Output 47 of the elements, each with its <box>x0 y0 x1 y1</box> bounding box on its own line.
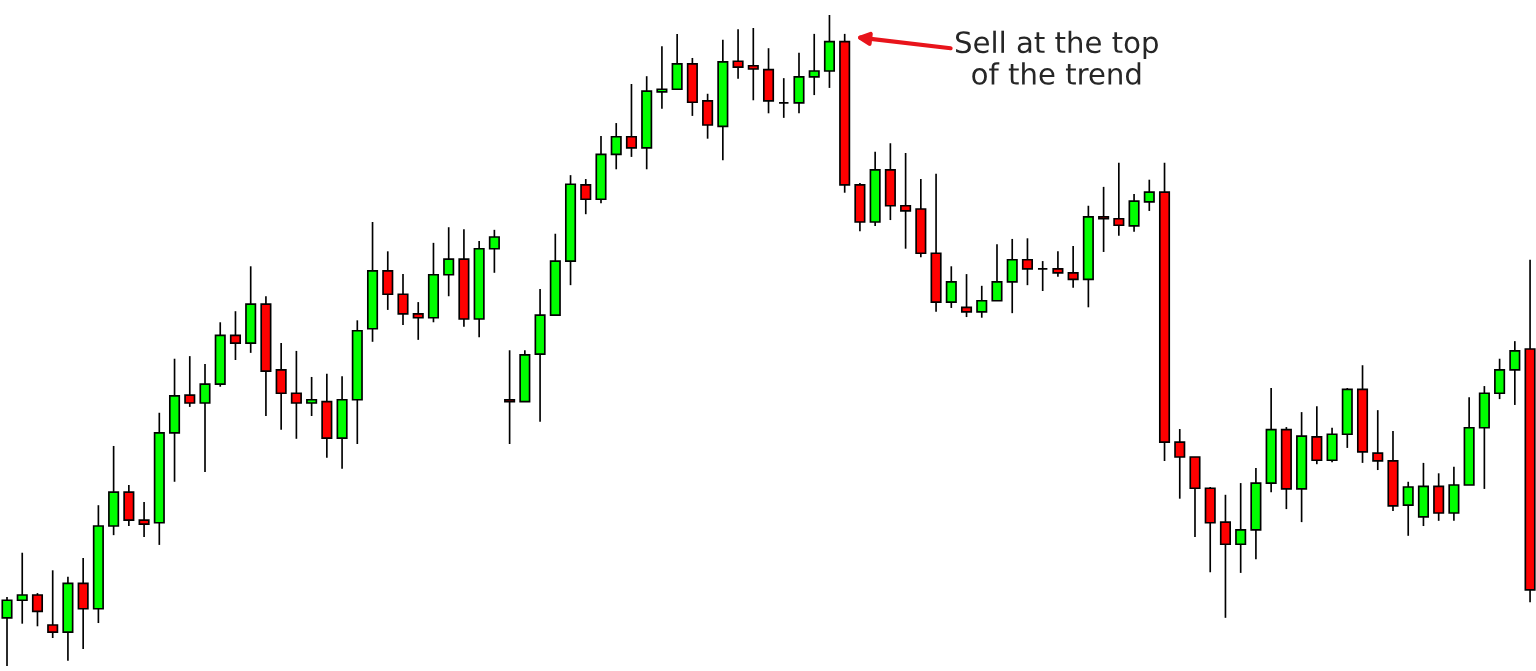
candlestick <box>1219 493 1232 619</box>
candlestick <box>138 501 150 538</box>
candlestick <box>960 273 973 318</box>
candlestick <box>1098 186 1110 253</box>
candlestick <box>610 122 622 171</box>
candlestick <box>580 178 592 216</box>
candlestick <box>443 226 455 298</box>
candlestick <box>1006 238 1018 314</box>
candlestick <box>229 310 242 361</box>
candlestick <box>1235 482 1247 574</box>
candlestick <box>16 551 28 625</box>
candlestick <box>306 376 318 417</box>
candlestick <box>1052 250 1064 278</box>
candlestick <box>778 77 790 119</box>
candlestick <box>625 83 638 158</box>
candlestick <box>47 569 59 639</box>
candlestick <box>1113 161 1125 237</box>
candlestick <box>1037 260 1049 292</box>
annotation: Sell at the top of the trend <box>955 30 1158 85</box>
candlestick <box>1372 409 1384 471</box>
candlestick <box>976 284 988 319</box>
candlestick <box>1311 405 1323 466</box>
candlestick <box>199 363 211 473</box>
candlestick <box>31 592 44 628</box>
candlestick <box>1402 480 1414 537</box>
candlestick <box>1509 340 1521 406</box>
candlestick <box>184 355 196 408</box>
candlestick <box>1021 237 1034 287</box>
candlestick <box>275 342 287 431</box>
candlestick <box>656 45 668 110</box>
candlestick <box>290 350 302 440</box>
candlestick <box>1494 357 1506 400</box>
candlestick <box>991 243 1003 302</box>
candlestick <box>1067 245 1079 289</box>
candlestick <box>1174 428 1186 500</box>
candlestick <box>488 228 500 274</box>
candlestick <box>504 349 516 445</box>
candlestick <box>808 33 820 96</box>
candlestick <box>412 301 424 341</box>
candlestick <box>900 152 912 250</box>
candlestick <box>1143 178 1155 212</box>
candlestick <box>1 596 13 667</box>
candlestick <box>382 250 394 311</box>
candlestick <box>732 28 744 80</box>
candlestick <box>747 27 759 102</box>
candlestick <box>397 273 409 326</box>
candlestick <box>945 265 957 309</box>
